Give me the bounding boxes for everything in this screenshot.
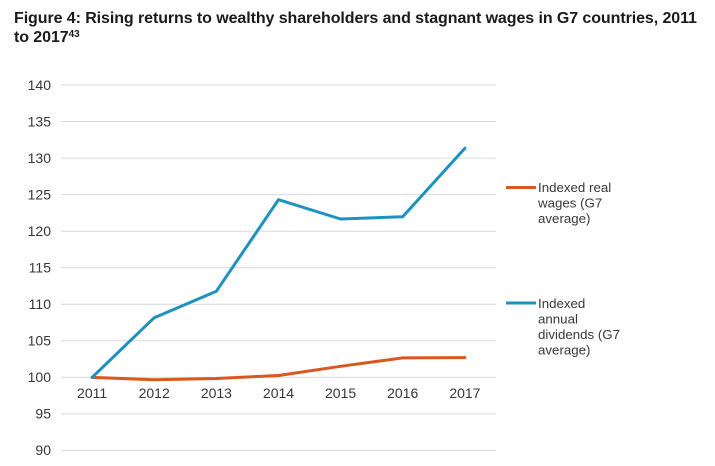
svg-text:wages (G7: wages (G7	[537, 196, 602, 211]
svg-text:average): average)	[538, 211, 590, 226]
svg-text:Indexed real: Indexed real	[538, 180, 611, 195]
svg-text:2015: 2015	[325, 385, 356, 401]
svg-text:2012: 2012	[139, 385, 170, 401]
svg-text:2011: 2011	[77, 385, 107, 401]
svg-text:125: 125	[28, 186, 52, 202]
svg-text:120: 120	[28, 223, 52, 239]
svg-text:average): average)	[538, 342, 590, 357]
svg-text:115: 115	[29, 260, 52, 276]
svg-text:annual: annual	[538, 311, 578, 326]
svg-text:dividends (G7: dividends (G7	[538, 327, 620, 342]
svg-text:140: 140	[28, 77, 52, 93]
svg-text:100: 100	[28, 369, 52, 385]
svg-text:2017: 2017	[449, 385, 480, 401]
svg-text:90: 90	[35, 442, 51, 458]
svg-text:2014: 2014	[263, 385, 294, 401]
svg-text:135: 135	[28, 113, 52, 129]
svg-text:130: 130	[28, 150, 52, 166]
svg-text:110: 110	[29, 296, 52, 312]
svg-text:95: 95	[35, 406, 51, 422]
svg-text:105: 105	[28, 333, 52, 349]
svg-text:2013: 2013	[201, 385, 232, 401]
svg-text:2016: 2016	[387, 385, 418, 401]
svg-text:Indexed: Indexed	[538, 296, 585, 311]
